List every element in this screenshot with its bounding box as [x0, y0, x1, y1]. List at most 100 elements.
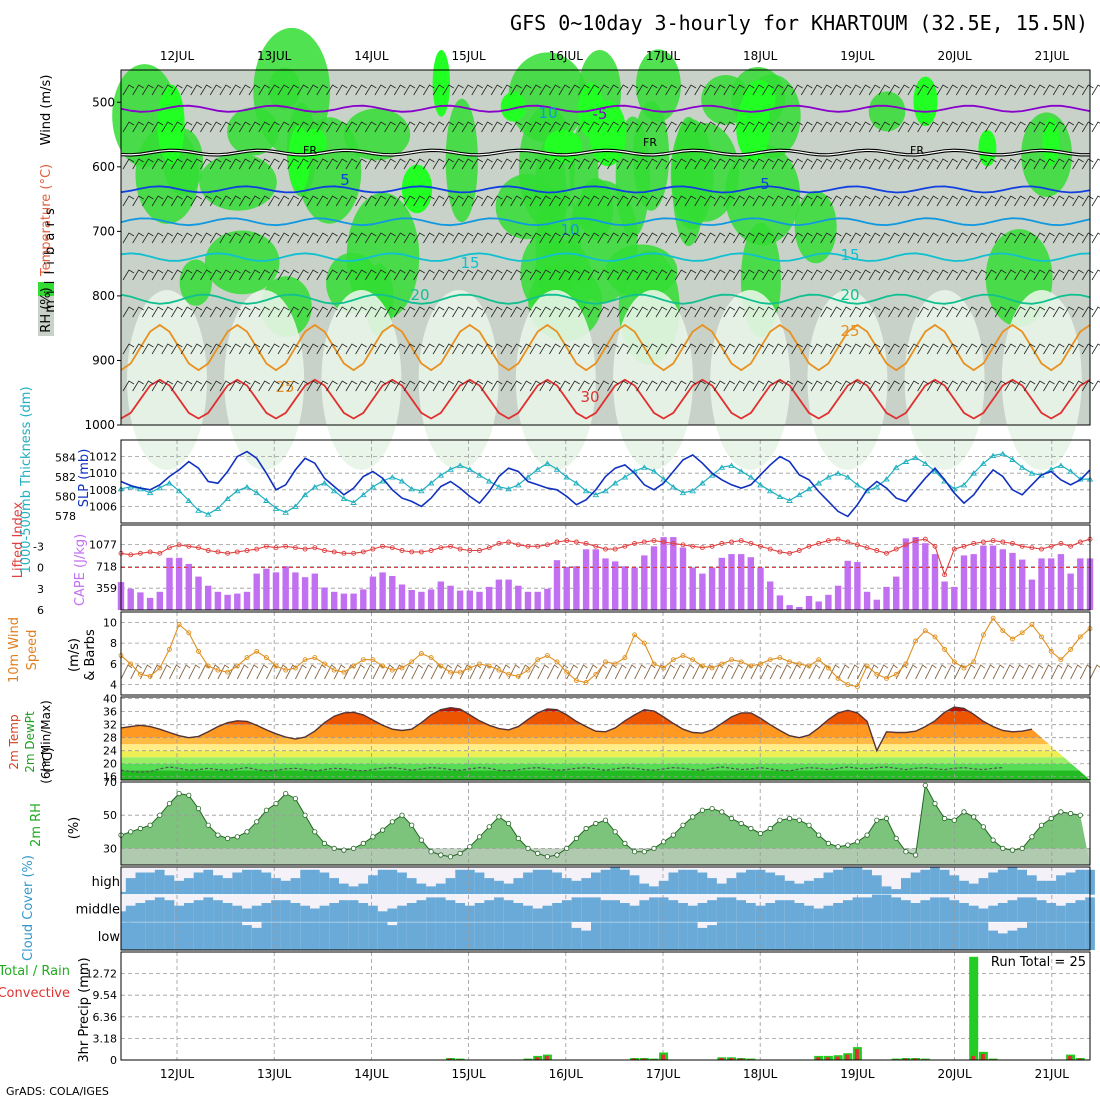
wind-barb	[1091, 269, 1100, 281]
wind-barb	[781, 121, 794, 133]
lifted-index-point	[389, 545, 395, 551]
wind-barb	[645, 269, 658, 281]
thickness-tick-label: 580	[55, 491, 76, 504]
wind-barb	[142, 121, 154, 133]
cloud-cover-cell	[1065, 922, 1076, 950]
wind-barb	[510, 195, 522, 207]
cloud-cover-cell	[290, 903, 301, 923]
wind-barb	[539, 269, 551, 281]
cloud-cover-cell	[474, 922, 485, 950]
cape-bar	[137, 592, 144, 610]
wind-barb	[374, 84, 387, 96]
wind-barb	[1091, 84, 1100, 96]
wind-barb	[238, 306, 251, 318]
wind-barb	[335, 306, 348, 318]
wind-barb	[1043, 306, 1055, 318]
wind-barb	[800, 306, 813, 318]
rh2m-point	[854, 839, 861, 845]
thickness-point	[854, 482, 861, 488]
wind-barb	[616, 158, 629, 170]
wind-barb	[306, 232, 319, 244]
wind-barb	[171, 380, 183, 392]
thickness-point	[466, 466, 474, 472]
wind-barb	[306, 380, 319, 392]
lifted-index-point	[922, 536, 928, 542]
thickness-point	[912, 454, 919, 461]
wind-barb	[297, 195, 309, 207]
cape-frame	[120, 524, 1091, 611]
cape-bar	[893, 576, 900, 610]
wind-barb	[713, 306, 726, 318]
cape-bar	[699, 573, 706, 610]
rh2m-point	[1000, 845, 1006, 852]
wind-axis-label: Speed	[25, 630, 40, 671]
rh2m-point	[670, 832, 676, 838]
wind-barb	[190, 121, 203, 133]
wind-speed-point	[457, 669, 463, 675]
wind-barb	[684, 158, 697, 170]
wind-barb	[655, 306, 668, 318]
surface-wind-barb	[934, 664, 947, 680]
date-tick-top: 15JUL	[451, 49, 486, 63]
rh2m-point	[990, 837, 996, 843]
wind-barb	[568, 84, 580, 96]
wind-barb	[1004, 232, 1017, 244]
wind-barb	[965, 343, 978, 355]
cloud-cover-cell	[746, 869, 756, 895]
cloud-cover-cell	[620, 869, 630, 895]
wind-barb	[810, 232, 823, 244]
surface-wind-barb	[692, 664, 704, 680]
thickness-point	[292, 503, 299, 509]
wind-barb	[568, 306, 580, 318]
cloud-cover-cell	[203, 922, 214, 950]
wind-barb	[1062, 232, 1075, 244]
cape-bar	[738, 554, 745, 610]
wind-barb	[578, 121, 590, 133]
wind-barb	[1052, 158, 1065, 170]
wind-barb	[1081, 195, 1094, 207]
wind-speed-point	[1048, 648, 1054, 654]
wind-tick-label: 10	[103, 616, 117, 629]
lifted-index-point	[351, 550, 357, 556]
cape-axis-label: CAPE (J/kg)	[73, 534, 88, 606]
wind-barb	[704, 158, 716, 170]
wind-barb	[1043, 380, 1055, 392]
lifted-index-point	[225, 550, 231, 556]
wind-barb	[645, 380, 658, 392]
lifted-index-point	[322, 548, 327, 553]
surface-wind-barb	[653, 664, 666, 680]
cloud-cover-cell	[978, 922, 989, 950]
wind-barb	[578, 84, 590, 96]
surface-wind-barb	[643, 664, 656, 680]
cape-tick-label: 1077	[89, 539, 117, 552]
wind-barb	[355, 121, 367, 133]
cloud-cover-cell	[416, 900, 427, 923]
rh2m-point	[602, 817, 609, 823]
wind-barb	[316, 195, 329, 207]
wind-barb	[597, 232, 610, 244]
wind-speed-point	[186, 630, 192, 636]
wind-barb	[471, 121, 484, 133]
pressure-tick-label: 900	[92, 353, 115, 367]
pressure-tick-label: 800	[92, 289, 115, 303]
wind-barb	[1072, 158, 1084, 170]
thickness-point	[534, 466, 542, 472]
precip-tick-label: 6.36	[93, 1011, 118, 1024]
rh2m-point	[641, 849, 647, 855]
rh2m-point	[215, 832, 221, 838]
wind-barb	[926, 158, 939, 170]
wind-barb	[587, 121, 600, 133]
wind-barb	[471, 158, 484, 170]
lifted-index-point	[428, 548, 434, 553]
wind-speed-point	[767, 657, 773, 663]
wind-barb	[519, 380, 532, 392]
wind-barb	[1023, 195, 1036, 207]
cape-bar	[1028, 579, 1036, 610]
wind-speed-point	[418, 651, 424, 656]
cloud-cover-cell	[581, 878, 591, 895]
cloud-cover-cell	[251, 905, 262, 923]
surface-wind-barb	[401, 664, 414, 680]
lifted-index-line	[120, 538, 1091, 577]
cloud-cover-cell	[193, 900, 204, 923]
